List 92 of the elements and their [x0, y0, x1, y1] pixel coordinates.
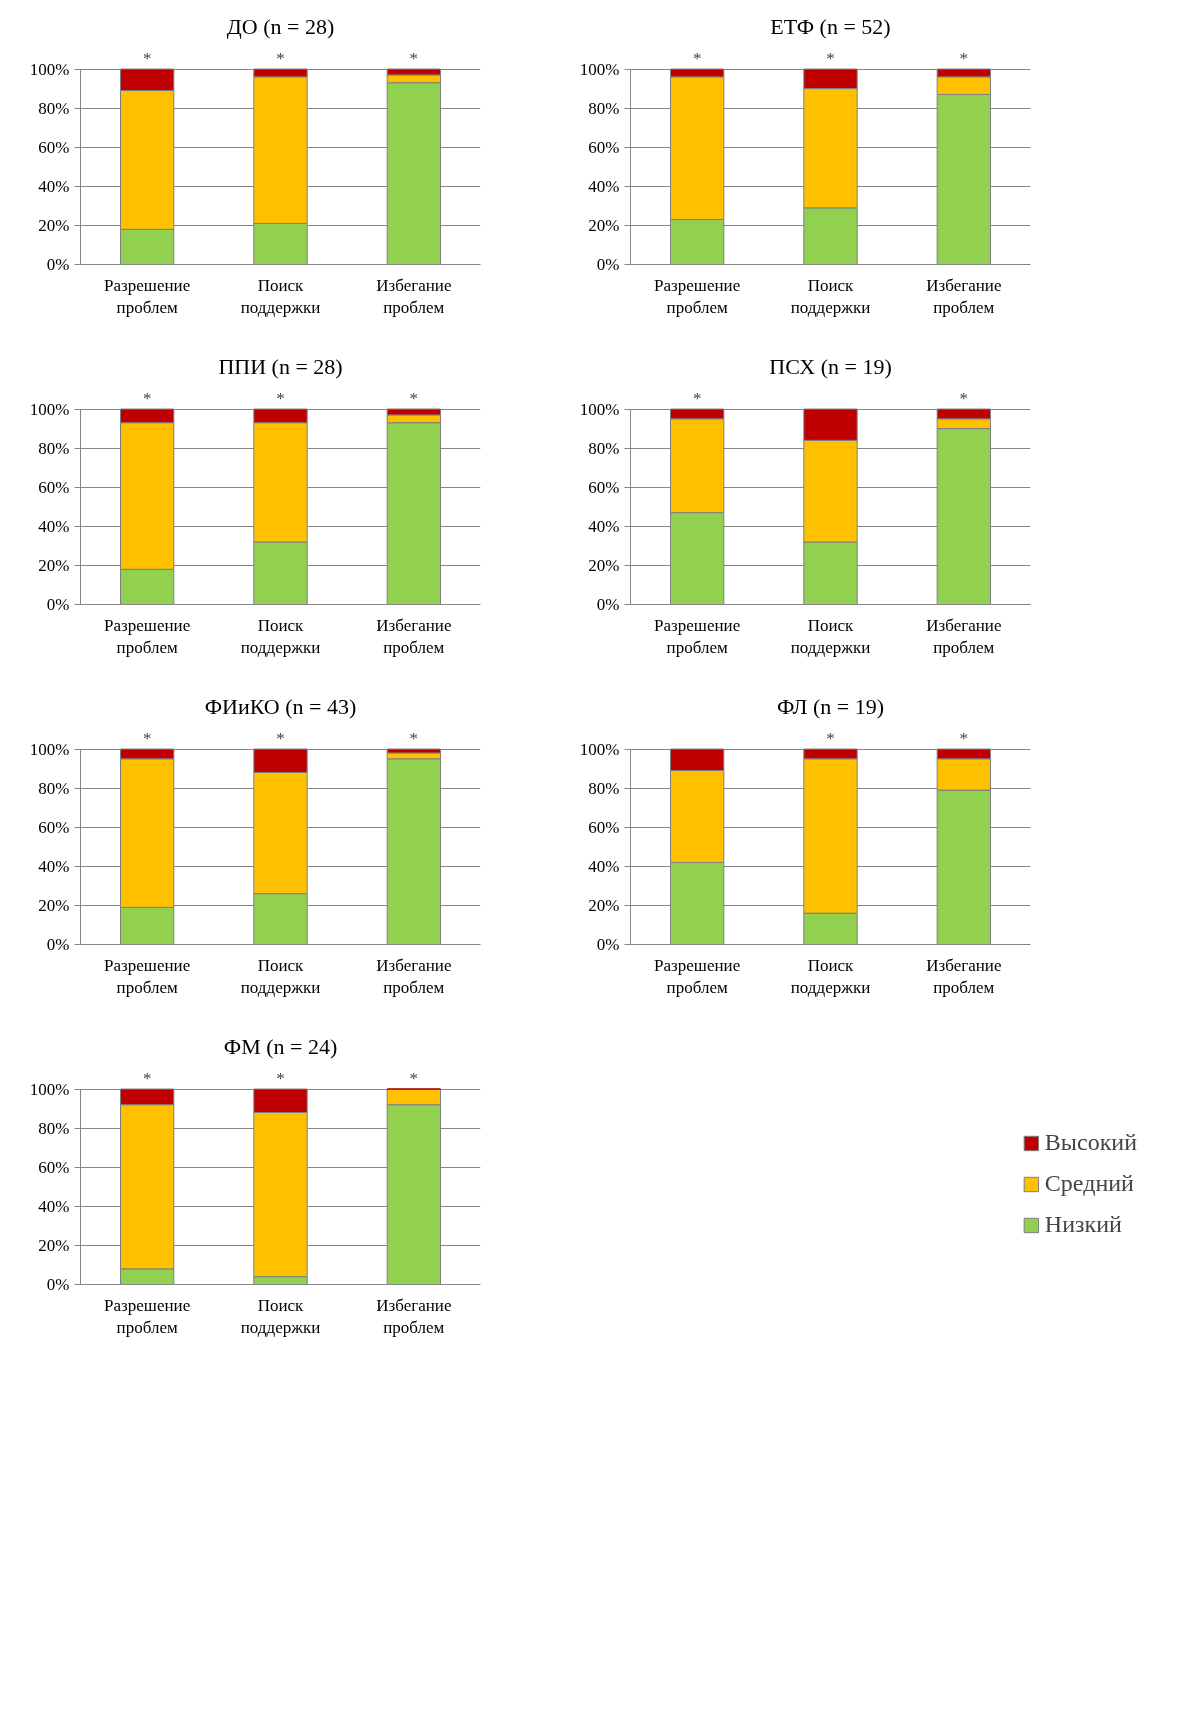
- y-tick-label: 80%: [38, 1118, 70, 1138]
- chart-title: ППИ (n = 28): [218, 353, 343, 379]
- y-tick-label: 60%: [38, 477, 70, 497]
- y-tick-label: 40%: [38, 856, 70, 876]
- y-tick-label: 0%: [46, 935, 70, 954]
- chart-title: ФИиКО (n = 43): [204, 693, 357, 719]
- y-tick-label: 40%: [38, 1196, 70, 1216]
- y-tick-label: 0%: [46, 1275, 70, 1294]
- annotation: *: [409, 49, 419, 69]
- annotation: *: [276, 1069, 285, 1089]
- x-tick-label: Поиск поддержки: [240, 275, 321, 318]
- annotation: *: [959, 49, 969, 69]
- x-tick-label: Разрешение проблем: [104, 955, 191, 998]
- chart-title: ФЛ (n = 19): [776, 693, 885, 719]
- x-tick-label: Разрешение проблем: [104, 275, 191, 318]
- x-tick-label: Избегание проблем: [926, 275, 1002, 318]
- legend-label: Высокий: [1044, 1129, 1137, 1156]
- x-tick-label: Избегание проблем: [376, 615, 452, 658]
- y-tick-label: 60%: [588, 137, 620, 157]
- y-tick-label: 20%: [38, 1235, 70, 1255]
- y-tick-label: 20%: [588, 555, 620, 575]
- y-tick-label: 20%: [588, 895, 620, 915]
- legend-label: Низкий: [1044, 1211, 1122, 1238]
- x-tick-label: Разрешение проблем: [104, 615, 191, 658]
- y-tick-label: 40%: [588, 516, 620, 536]
- x-tick-label: Поиск поддержки: [240, 615, 321, 658]
- x-tick-label: Разрешение проблем: [654, 275, 741, 318]
- y-tick-label: 100%: [29, 739, 70, 759]
- y-tick-label: 40%: [38, 176, 70, 196]
- x-tick-label: Поиск поддержки: [790, 615, 871, 658]
- annotation: *: [959, 729, 969, 749]
- x-tick-label: Разрешение проблем: [104, 1295, 191, 1338]
- annotation: *: [826, 49, 835, 69]
- y-tick-label: 80%: [38, 778, 70, 798]
- y-tick-label: 20%: [38, 215, 70, 235]
- x-tick-label: Поиск поддержки: [240, 1295, 321, 1338]
- y-tick-label: 100%: [579, 59, 620, 79]
- y-tick-label: 80%: [588, 98, 620, 118]
- annotation: *: [142, 389, 152, 409]
- annotation: *: [409, 1069, 419, 1089]
- y-tick-label: 60%: [38, 137, 70, 157]
- y-tick-label: 60%: [588, 477, 620, 497]
- annotation: *: [142, 49, 152, 69]
- annotation: *: [142, 1069, 152, 1089]
- y-tick-label: 100%: [579, 399, 620, 419]
- y-tick-label: 100%: [29, 1079, 70, 1099]
- annotation: *: [692, 49, 702, 69]
- x-tick-label: Разрешение проблем: [654, 955, 741, 998]
- annotation: *: [692, 389, 702, 409]
- annotation: *: [826, 729, 835, 749]
- annotation: *: [276, 49, 285, 69]
- y-tick-label: 60%: [38, 1157, 70, 1177]
- y-tick-label: 20%: [38, 555, 70, 575]
- y-tick-label: 20%: [588, 215, 620, 235]
- annotation: *: [409, 729, 419, 749]
- annotation: *: [276, 389, 285, 409]
- y-tick-label: 0%: [596, 595, 620, 614]
- annotation: *: [276, 729, 285, 749]
- x-tick-label: Избегание проблем: [376, 955, 452, 998]
- legend-label: Средний: [1044, 1170, 1134, 1197]
- x-tick-label: Избегание проблем: [926, 955, 1002, 998]
- x-tick-label: Поиск поддержки: [790, 275, 871, 318]
- y-tick-label: 40%: [588, 856, 620, 876]
- annotation: *: [959, 389, 969, 409]
- y-tick-label: 20%: [38, 895, 70, 915]
- x-tick-label: Поиск поддержки: [790, 955, 871, 998]
- y-tick-label: 100%: [579, 739, 620, 759]
- y-tick-label: 100%: [29, 59, 70, 79]
- annotation: *: [409, 389, 419, 409]
- y-tick-label: 80%: [38, 98, 70, 118]
- chart-title: ДО (n = 28): [226, 13, 335, 39]
- y-tick-label: 60%: [588, 817, 620, 837]
- x-tick-label: Поиск поддержки: [240, 955, 321, 998]
- annotation: *: [142, 729, 152, 749]
- y-tick-label: 80%: [38, 438, 70, 458]
- chart-title: ПСХ (n = 19): [769, 353, 892, 379]
- chart-title: ЕТФ (n = 52): [770, 13, 891, 39]
- y-tick-label: 80%: [588, 438, 620, 458]
- x-tick-label: Избегание проблем: [926, 615, 1002, 658]
- x-tick-label: Разрешение проблем: [654, 615, 741, 658]
- y-tick-label: 100%: [29, 399, 70, 419]
- y-tick-label: 0%: [46, 595, 70, 614]
- y-tick-label: 40%: [38, 516, 70, 536]
- y-tick-label: 40%: [588, 176, 620, 196]
- y-tick-label: 80%: [588, 778, 620, 798]
- y-tick-label: 60%: [38, 817, 70, 837]
- y-tick-label: 0%: [596, 935, 620, 954]
- y-tick-label: 0%: [46, 255, 70, 274]
- y-tick-label: 0%: [596, 255, 620, 274]
- chart-title: ФМ (n = 24): [223, 1033, 338, 1059]
- x-tick-label: Избегание проблем: [376, 275, 452, 318]
- x-tick-label: Избегание проблем: [376, 1295, 452, 1338]
